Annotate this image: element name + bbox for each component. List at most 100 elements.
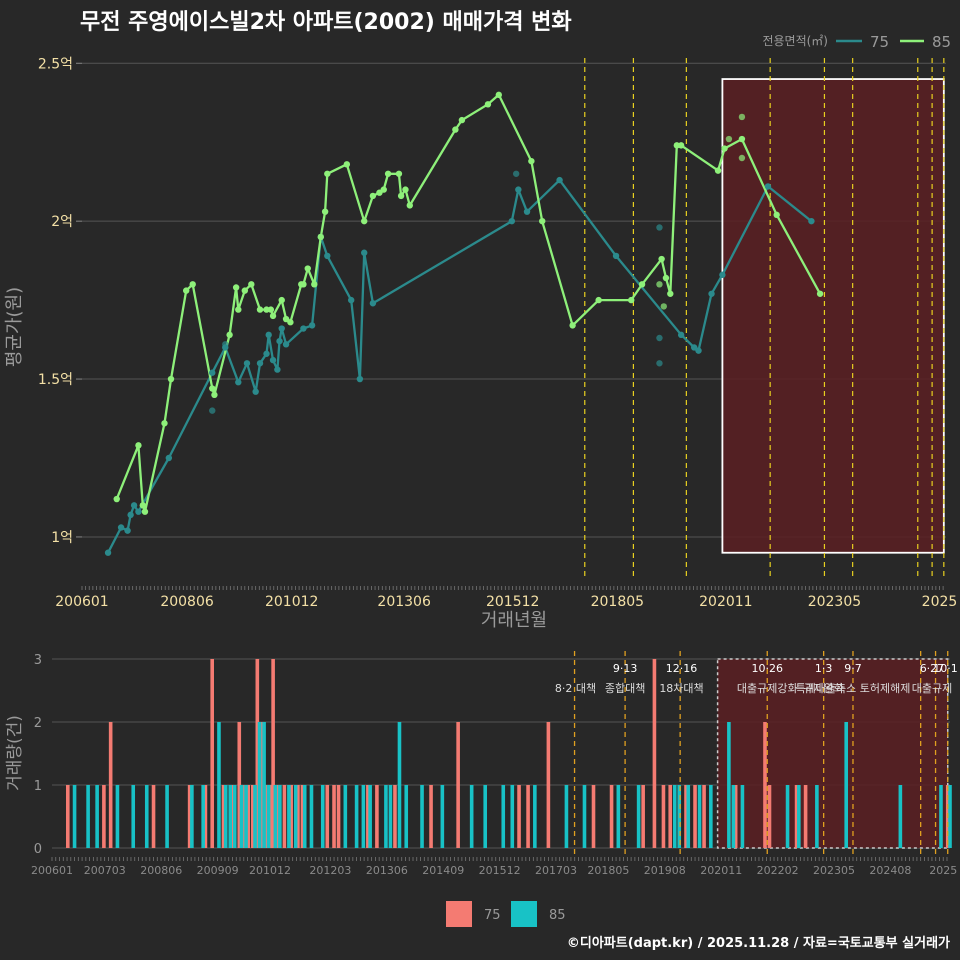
series-85-point-53: [677, 142, 685, 149]
top-x-tick-label-2: 201012: [265, 594, 318, 610]
series-85-point-8: [209, 385, 216, 392]
bar-75-47: [803, 785, 808, 848]
bar-75-24: [332, 785, 336, 848]
bar-85-52: [740, 785, 745, 848]
series-85-point-35: [395, 170, 403, 177]
legend-swatch-75: [446, 901, 472, 927]
top-highlight-box: [721, 78, 945, 554]
bottom-x-tick-label-2: 200806: [140, 864, 182, 877]
bar-85-16: [257, 722, 262, 848]
series-85-point-51: [667, 290, 674, 297]
top-y-tick-label-3: 2.5억: [38, 56, 73, 72]
bar-75-4: [187, 785, 192, 848]
series-85-scatter-3: [738, 113, 746, 121]
bar-75-2: [108, 722, 113, 848]
series-85-point-55: [721, 145, 728, 152]
bar-85-8: [201, 785, 205, 848]
bar-75-43: [733, 785, 738, 848]
series-85-point-13: [241, 287, 249, 294]
bar-85-43: [616, 785, 621, 848]
series-75-point-21: [308, 322, 316, 329]
series-75-point-10: [243, 360, 251, 367]
series-85-point-29: [343, 161, 351, 168]
bar-85-3: [115, 785, 120, 848]
bar-75-1: [102, 785, 106, 848]
bottom-x-tick-label-6: 201306: [366, 864, 408, 877]
series-85-point-45: [569, 322, 576, 329]
series-85-point-57: [773, 211, 780, 219]
bar-75-32: [526, 785, 530, 848]
bar-75-7: [221, 785, 226, 848]
bottom-bars: [65, 659, 952, 848]
top-series-points: [104, 91, 824, 556]
bottom-y-tick-label-3: 3: [34, 653, 42, 668]
series-85-scatter-4: [738, 154, 746, 162]
bar-85-13: [239, 785, 244, 848]
series-85-point-15: [256, 306, 264, 313]
chart-title: 무전 주영에이스빌2차 아파트(2002) 매매가격 변화: [80, 10, 572, 35]
series-85-point-28: [324, 170, 331, 177]
bar-85-12: [232, 785, 237, 848]
bar-85-20: [278, 785, 282, 848]
bar-75-26: [366, 785, 370, 848]
series-75-scatter-3: [656, 224, 663, 231]
bar-85-31: [388, 785, 393, 848]
top-y-tick-labels: 1억 1.5억 2억 2.5억: [38, 56, 82, 546]
bar-85-15: [253, 785, 257, 848]
bar-85-4: [131, 785, 136, 848]
series-85-point-26: [317, 233, 324, 241]
bar-75-11: [246, 785, 251, 848]
bar-75-23: [325, 785, 330, 848]
bar-85-25: [320, 785, 325, 848]
series-75-scatter-0: [209, 407, 216, 414]
bottom-legend-label-85: 85: [549, 908, 566, 923]
series-line-85: [115, 93, 822, 513]
series-85-point-40: [458, 116, 466, 124]
bar-85-55: [815, 785, 819, 848]
series-75-point-6: [165, 454, 173, 462]
annotation-date-2: 12·16: [666, 662, 698, 675]
bottom-y-tick-label-0: 0: [34, 842, 42, 857]
series-85-point-46: [595, 296, 602, 304]
bar-85-1: [86, 785, 90, 848]
bar-85-30: [384, 785, 388, 848]
series-75-point-3: [127, 511, 134, 519]
series-85-point-36: [397, 192, 405, 200]
annotation-date-7: 10·1: [933, 662, 958, 675]
series-75-point-17: [276, 337, 283, 345]
annotation-label-4: 규제완화: [803, 682, 843, 695]
series-85-point-18: [269, 312, 277, 320]
footer-credit: ©디아파트(dapt.kr) / 2025.11.28 / 자료=국토교통부 실…: [567, 935, 950, 951]
top-y-tick-label-2: 2억: [51, 214, 73, 230]
series-85-point-9: [211, 391, 218, 399]
bar-75-6: [210, 659, 214, 848]
annotation-date-5: 9·7: [844, 662, 862, 675]
series-85-point-44: [539, 217, 546, 225]
bar-75-45: [767, 785, 772, 848]
bar-85-29: [368, 785, 372, 848]
bar-75-8: [230, 785, 235, 848]
bar-75-29: [429, 785, 433, 848]
bar-85-33: [404, 785, 409, 848]
top-x-tick-label-0: 200601: [55, 594, 108, 610]
bar-75-14: [260, 722, 264, 848]
bar-75-33: [546, 722, 551, 848]
series-85-point-56: [738, 135, 746, 143]
bar-75-25: [336, 785, 341, 848]
bar-85-11: [228, 785, 233, 848]
bottom-x-tick-label-4: 201012: [249, 864, 291, 877]
series-75-point-18: [278, 325, 285, 332]
bar-85-50: [727, 722, 731, 848]
bar-75-12: [251, 785, 255, 848]
bar-85-9: [217, 722, 221, 848]
bar-75-36: [641, 785, 645, 848]
bar-85-59: [948, 785, 952, 848]
bottom-x-tick-label-8: 201512: [479, 864, 521, 877]
series-75-point-11: [252, 388, 259, 395]
bar-85-34: [420, 785, 424, 848]
top-legend: 전용면적(㎡) 75 85: [762, 33, 951, 51]
bar-85-45: [672, 785, 677, 848]
series-75-point-14: [265, 331, 272, 339]
annotation-label-1: 종합대책: [605, 682, 645, 695]
